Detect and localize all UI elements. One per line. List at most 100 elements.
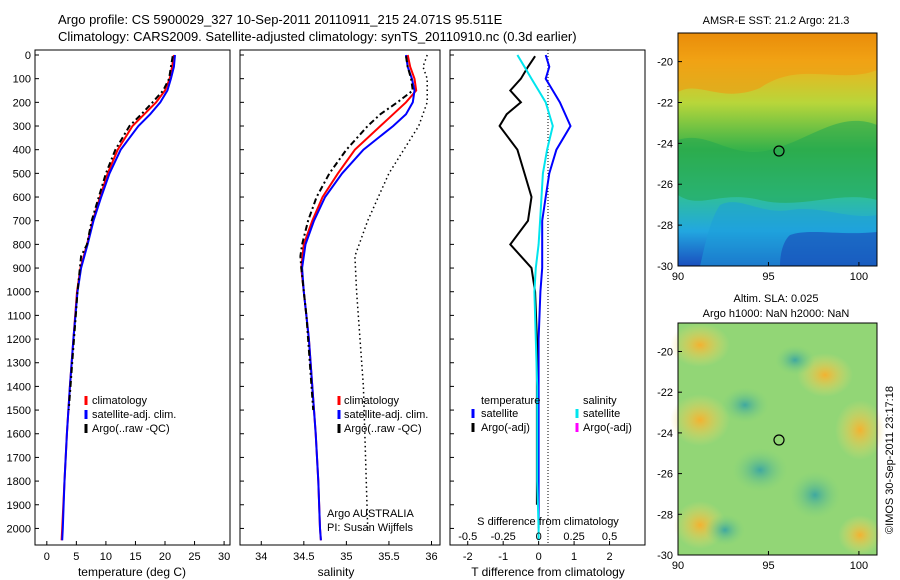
legend-label-argo: Argo(..raw -QC): [344, 423, 422, 435]
series-line-satellite-adj-clim: [301, 54, 416, 541]
s-difference-label: S difference from climatology: [477, 516, 619, 528]
sla-map-frame: [677, 322, 878, 556]
s-diff-tick-label: -0.5: [458, 531, 477, 543]
legend-label-satellite: satellite-adj. clim.: [344, 409, 428, 421]
sst-map-deep-patch: [780, 232, 877, 266]
map-y-tick-label: -28: [657, 220, 673, 232]
argo-float-marker: [773, 434, 785, 446]
salinity-panel: 34 34.5 35 35.5 36 salinity climatology sate…: [239, 49, 441, 579]
map-y-tick-label: -30: [657, 550, 673, 562]
depth-tick-label: 700: [13, 216, 31, 228]
sla-blob: [670, 323, 730, 367]
x-tick-label: 20: [159, 551, 171, 563]
x-tick-label: 15: [129, 551, 141, 563]
map-x-tick-label: 90: [672, 560, 684, 572]
depth-tick-label: 600: [13, 192, 31, 204]
sla-map-x-ticks: 90 95 100: [672, 551, 868, 572]
x-tick-label: 25: [188, 551, 200, 563]
legend-label-satellite: satellite-adj. clim.: [92, 409, 176, 421]
depth-tick-label: 500: [13, 168, 31, 180]
map-y-tick-label: -30: [657, 261, 673, 273]
depth-tick-label: 1500: [7, 405, 31, 417]
sst-map-warm-pool: [678, 33, 877, 94]
x-tick-label: 34: [255, 551, 267, 563]
temperature-panel: 0 5 10 15 20 25 30 0 100 200 300 400 500 600 700 800 90…: [7, 49, 454, 579]
depth-tick-label: 1100: [7, 310, 31, 322]
sla-blob: [732, 448, 788, 492]
sla-map-title-line2: Argo h1000: NaN h2000: NaN: [703, 308, 850, 320]
legend-label-temp-argo: Argo(-adj): [481, 422, 530, 434]
map-y-tick-label: -26: [657, 469, 673, 481]
series-line-satellite-adj-clim: [61, 54, 176, 541]
depth-tick-label: 900: [13, 263, 31, 275]
salinity-legend: climatology satellite-adj. clim. Argo(..…: [337, 395, 428, 435]
sst-map-panel: AMSR-E SST: 21.2 Argo: 21.3 -20 -22 -24 -26…: [657, 15, 878, 283]
x-tick-label: -2: [463, 551, 473, 563]
depth-tick-label: 200: [13, 97, 31, 109]
sla-blob: [705, 514, 745, 546]
x-tick-label: 34.5: [293, 551, 314, 563]
depth-tick-label: 1700: [7, 452, 31, 464]
x-tick-label: 36: [425, 551, 437, 563]
temperature-x-label: temperature (deg C): [78, 565, 186, 579]
sst-map-y-ticks: -20 -22 -24 -26 -28 -30: [657, 57, 682, 273]
figure-title-line2: Climatology: CARS2009. Satellite-adjuste…: [58, 29, 577, 44]
map-y-tick-label: -24: [657, 138, 673, 150]
x-tick-label: 0: [44, 551, 50, 563]
x-tick-label: 35: [340, 551, 352, 563]
legend-label-temp-satellite: satellite: [481, 408, 518, 420]
x-tick-label: 10: [100, 551, 112, 563]
x-tick-label: 5: [73, 551, 79, 563]
salinity-note-program: Argo AUSTRALIA: [327, 508, 414, 520]
x-tick-label: 2: [606, 551, 612, 563]
depth-tick-labels: 0 100 200 300 400 500 600 700 800 900 1000 1100 1200…: [7, 50, 454, 535]
argo-float-marker: [773, 145, 785, 157]
sst-map-x-ticks: 90 95 100: [672, 262, 868, 283]
legend-label-climatology: climatology: [344, 395, 400, 407]
depth-tick-label: 1800: [7, 476, 31, 488]
series-line-climatology: [60, 54, 175, 541]
map-y-tick-label: -26: [657, 179, 673, 191]
map-y-tick-label: -20: [657, 57, 673, 69]
map-x-tick-label: 100: [850, 271, 868, 283]
s-diff-tick-label: -0.25: [491, 531, 516, 543]
series-line-argo-raw-qc: [299, 56, 414, 411]
difference-series-lines: [498, 54, 572, 541]
sla-blob: [670, 394, 730, 446]
x-tick-label: 30: [218, 551, 230, 563]
x-tick-label: -1: [498, 551, 508, 563]
series-line-satellite-temperature: [537, 54, 572, 529]
depth-tick-label: 1300: [7, 358, 31, 370]
series-line-satellite-salinity: [516, 54, 554, 541]
temperature-legend: climatology satellite-adj. clim. Argo(..…: [84, 395, 176, 435]
sla-map-title-line1: Altim. SLA: 0.025: [734, 293, 819, 305]
legend-title-salinity: salinity: [583, 395, 617, 407]
sla-map-panel: Altim. SLA: 0.025 Argo h1000: NaN h2000:…: [657, 293, 885, 572]
x-tick-label: 35.5: [378, 551, 399, 563]
x-tick-label: 0: [536, 551, 542, 563]
temperature-x-ticks: 0 5 10 15 20 25 30: [44, 541, 230, 563]
salinity-x-ticks: 34 34.5 35 35.5 36: [255, 541, 438, 563]
depth-tick-label: 1900: [7, 500, 31, 512]
map-y-tick-label: -22: [657, 387, 673, 399]
sst-map-title: AMSR-E SST: 21.2 Argo: 21.3: [703, 15, 850, 27]
imos-timestamp: ©IMOS 30-Sep-2011 23:17:18: [884, 386, 896, 534]
map-x-tick-label: 90: [672, 271, 684, 283]
sla-blob: [789, 471, 841, 519]
map-x-tick-label: 95: [762, 560, 774, 572]
map-y-tick-label: -22: [657, 97, 673, 109]
sla-map-y-ticks: -20 -22 -24 -26 -28 -30: [657, 346, 682, 562]
depth-tick-label: 0: [25, 50, 31, 62]
difference-legend: temperature salinity satellite Argo(-adj…: [471, 395, 632, 434]
temperature-axes-frame: [34, 49, 231, 546]
depth-tick-label: 300: [13, 121, 31, 133]
legend-label-climatology: climatology: [92, 395, 148, 407]
x-tick-label: 1: [571, 551, 577, 563]
depth-tick-label: 1000: [7, 287, 31, 299]
sla-blob: [838, 515, 882, 555]
salinity-axes-frame: [239, 49, 441, 546]
depth-tick-label: 400: [13, 145, 31, 157]
sst-map-green-band: [678, 120, 877, 203]
salinity-note-pi: PI: Susan Wijffels: [327, 522, 413, 534]
